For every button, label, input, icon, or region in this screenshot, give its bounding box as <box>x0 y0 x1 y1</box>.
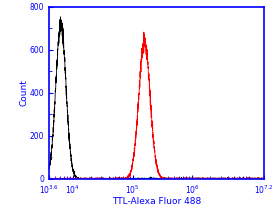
Y-axis label: Count: Count <box>19 79 28 106</box>
X-axis label: TTL-Alexa Fluor 488: TTL-Alexa Fluor 488 <box>112 198 201 206</box>
